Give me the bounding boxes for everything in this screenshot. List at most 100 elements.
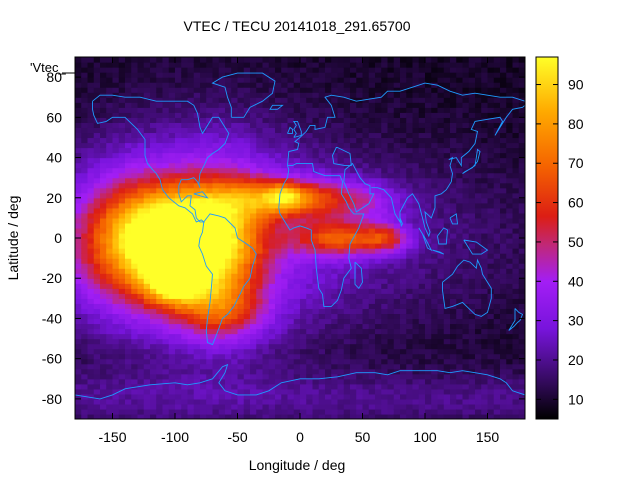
heatmap-cell (456, 142, 464, 149)
heatmap-cell (500, 102, 507, 108)
heatmap-cell (481, 177, 489, 184)
heatmap-cell (381, 353, 389, 360)
heatmap-cell (112, 338, 120, 345)
heatmap-cell (287, 408, 295, 415)
heatmap-cell (468, 238, 476, 244)
heatmap-cell (381, 192, 389, 199)
heatmap-cell (368, 97, 376, 103)
heatmap-cell (106, 393, 114, 400)
heatmap-cell (500, 147, 507, 154)
heatmap-cell (237, 398, 245, 405)
heatmap-cell (206, 363, 214, 370)
heatmap-cell (137, 338, 145, 345)
heatmap-cell (156, 192, 164, 199)
heatmap-cell (325, 177, 332, 184)
heatmap-cell (312, 57, 320, 63)
heatmap-cell (325, 157, 332, 164)
heatmap-cell (168, 403, 176, 410)
heatmap-cell (181, 152, 189, 159)
heatmap-cell (262, 182, 270, 189)
heatmap-cell (162, 248, 170, 254)
heatmap-cell (187, 87, 195, 93)
heatmap-cell (150, 152, 157, 159)
heatmap-cell (100, 67, 107, 73)
heatmap-cell (81, 202, 89, 209)
heatmap-cell (212, 373, 220, 380)
heatmap-cell (306, 408, 314, 415)
heatmap-cell (368, 258, 376, 264)
heatmap-cell (331, 263, 339, 269)
heatmap-cell (250, 122, 257, 128)
heatmap-cell (125, 393, 132, 400)
heatmap-cell (262, 348, 270, 355)
heatmap-cell (181, 72, 189, 78)
heatmap-cell (206, 408, 214, 415)
heatmap-cell (156, 313, 164, 320)
heatmap-cell (131, 353, 139, 360)
heatmap-cell (412, 348, 420, 355)
heatmap-cell (493, 202, 501, 209)
heatmap-cell (318, 72, 326, 78)
heatmap-cell (462, 57, 470, 63)
heatmap-cell (325, 248, 332, 254)
heatmap-cell (481, 288, 489, 294)
heatmap-cell (131, 383, 139, 390)
heatmap-cell (443, 263, 451, 269)
heatmap-cell (156, 288, 164, 294)
heatmap-cell (418, 227, 426, 234)
heatmap-cell (331, 308, 339, 315)
heatmap-cell (237, 288, 245, 294)
heatmap-cell (168, 413, 176, 419)
heatmap-cell (368, 62, 376, 68)
heatmap-cell (337, 338, 345, 345)
heatmap-cell (487, 318, 495, 325)
heatmap-cell (481, 207, 489, 214)
heatmap-cell (343, 212, 351, 219)
heatmap-cell (243, 333, 251, 340)
heatmap-cell (218, 97, 226, 103)
heatmap-cell (443, 308, 451, 315)
heatmap-cell (225, 222, 232, 229)
heatmap-cell (456, 222, 464, 229)
heatmap-cell (212, 238, 220, 244)
heatmap-cell (456, 343, 464, 350)
heatmap-cell (150, 318, 157, 325)
heatmap-cell (112, 222, 120, 229)
heatmap-cell (175, 353, 182, 360)
heatmap-cell (406, 333, 414, 340)
heatmap-cell (250, 378, 257, 385)
heatmap-cell (287, 212, 295, 219)
heatmap-cell (225, 67, 232, 73)
heatmap-cell (362, 62, 370, 68)
heatmap-cell (368, 172, 376, 179)
heatmap-cell (181, 137, 189, 144)
heatmap-cell (375, 293, 382, 299)
heatmap-cell (300, 288, 307, 294)
heatmap-cell (162, 107, 170, 113)
heatmap-cell (168, 132, 176, 139)
heatmap-cell (237, 117, 245, 123)
heatmap-cell (268, 383, 276, 390)
heatmap-cell (143, 197, 151, 204)
heatmap-cell (237, 222, 245, 229)
heatmap-cell (312, 217, 320, 224)
heatmap-cell (268, 92, 276, 98)
heatmap-cell (181, 187, 189, 194)
heatmap-cell (306, 172, 314, 179)
heatmap-cell (443, 177, 451, 184)
heatmap-cell (137, 413, 145, 419)
heatmap-cell (356, 177, 364, 184)
heatmap-cell (287, 253, 295, 259)
heatmap-cell (387, 293, 395, 299)
heatmap-cell (218, 358, 226, 365)
heatmap-cell (237, 333, 245, 340)
heatmap-cell (181, 238, 189, 244)
heatmap-cell (200, 323, 207, 330)
heatmap-cell (206, 142, 214, 149)
heatmap-cell (156, 197, 164, 204)
heatmap-cell (443, 243, 451, 249)
heatmap-cell (287, 348, 295, 355)
heatmap-cell (431, 238, 439, 244)
heatmap-cell (468, 197, 476, 204)
heatmap-cell (212, 97, 220, 103)
